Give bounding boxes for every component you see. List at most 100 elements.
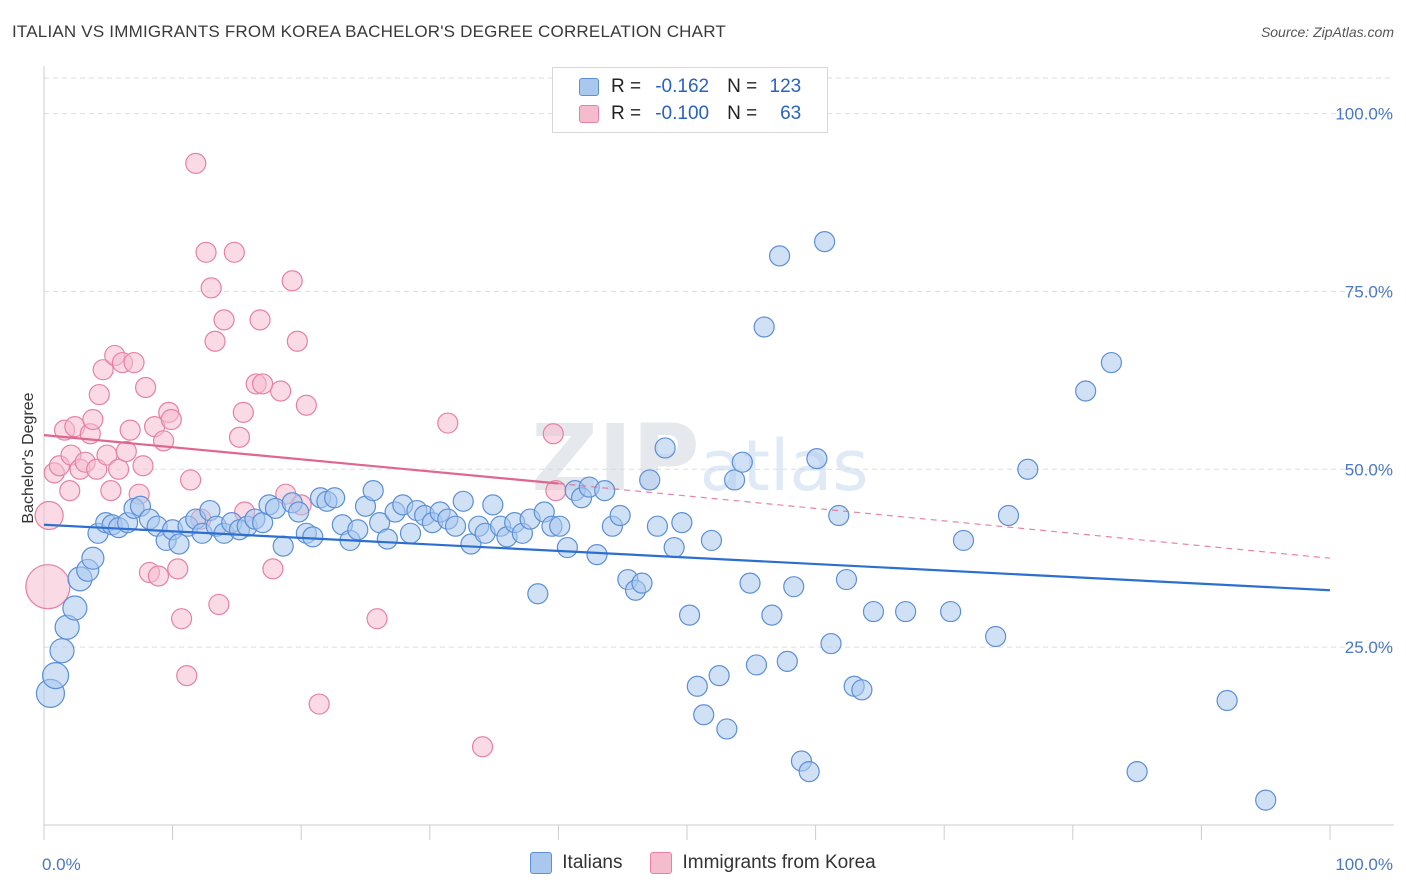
italians-point [556, 536, 579, 559]
korea-point [180, 469, 202, 491]
korea-point [160, 408, 182, 431]
italians-point [347, 519, 369, 541]
chart-title: ITALIAN VS IMMIGRANTS FROM KOREA BACHELO… [12, 22, 726, 41]
italians-point [723, 469, 746, 491]
korea-point [134, 376, 157, 399]
italians-point [693, 704, 715, 726]
korea-point [123, 351, 145, 374]
korea-trend-line [43, 434, 559, 485]
korea-point [208, 593, 230, 616]
korea-point [366, 608, 388, 630]
korea-point [34, 500, 64, 531]
r-value: -0.162 [655, 76, 710, 97]
italians-point [272, 535, 294, 557]
r-value: -0.100 [655, 103, 710, 124]
italians-point [776, 650, 798, 672]
italians-swatch [579, 78, 599, 96]
italians-point [62, 595, 88, 621]
italians-point [806, 448, 828, 470]
korea-point [437, 412, 459, 434]
korea-point [176, 664, 198, 687]
korea-point [88, 383, 110, 406]
italians-point [835, 568, 858, 591]
italians-point [739, 572, 761, 594]
r-label: R = [611, 76, 642, 97]
korea-point [100, 480, 122, 502]
stats-legend: R = -0.162 N = 123 R = -0.100 N = 63 [552, 67, 828, 133]
italians-point [851, 679, 873, 701]
italians-point [586, 544, 608, 566]
korea-point [252, 373, 274, 395]
italians-swatch [530, 852, 553, 874]
korea-point [147, 565, 170, 587]
italians-point [663, 536, 685, 559]
italians-point [708, 664, 730, 687]
y-tick-label: 75.0% [1345, 282, 1393, 301]
korea-point [171, 608, 193, 630]
italians-point [444, 515, 467, 537]
italians-point [376, 528, 398, 550]
korea-point [92, 359, 114, 381]
legend-label-korea: Immigrants from Korea [682, 852, 876, 873]
italians-point [1255, 789, 1277, 811]
korea-point [281, 270, 303, 292]
korea-point [115, 440, 137, 463]
italians-point [895, 600, 917, 623]
italians-point [452, 490, 474, 512]
italians-point [594, 480, 616, 502]
italians-trend-line [43, 523, 1331, 592]
italians-point [731, 451, 753, 473]
korea-point [223, 241, 245, 263]
korea-point [471, 736, 494, 758]
korea-trend-extension [558, 482, 1331, 559]
italians-point [828, 504, 850, 527]
korea-point [270, 380, 292, 402]
legend-item-italians[interactable]: Italians [530, 852, 622, 874]
italians-point [745, 654, 768, 676]
n-value: 63 [780, 103, 802, 124]
korea-swatch [579, 105, 599, 123]
trend-lines [43, 434, 1331, 592]
italians-point [820, 632, 842, 655]
korea-point [228, 426, 251, 448]
italians-point [288, 501, 310, 523]
italians-point [1100, 351, 1122, 374]
italians-point [761, 604, 783, 626]
korea-point [542, 423, 564, 445]
korea-point [167, 558, 189, 580]
korea-point [262, 558, 284, 580]
italians-point [631, 572, 653, 594]
italians-point [482, 494, 504, 516]
italians-point [549, 515, 571, 537]
italians-point [798, 761, 820, 783]
tick-labels: 25.0% 50.0% 75.0% 100.0% 0.0% 100.0% [42, 105, 1393, 874]
n-label: N = [727, 103, 758, 124]
italians-point [639, 469, 661, 491]
n-label: N = [727, 76, 758, 97]
korea-point [132, 455, 154, 477]
italians-point [862, 600, 885, 623]
korea-point [249, 309, 271, 331]
italians-point [753, 316, 775, 338]
legend-item-korea[interactable]: Immigrants from Korea [650, 852, 876, 874]
italians-point [768, 245, 791, 267]
korea-point [204, 330, 226, 352]
korea-point [213, 309, 235, 331]
italians-point [997, 504, 1020, 527]
watermark-atlas: atlas [700, 425, 869, 507]
korea-point [119, 419, 141, 441]
korea-point [82, 408, 104, 431]
italians-point [1216, 689, 1238, 712]
italians-point [952, 529, 975, 552]
italians-point [1017, 458, 1039, 480]
y-tick-label: 100.0% [1335, 105, 1393, 124]
korea-point [286, 330, 308, 352]
x-tick-label: 100.0% [1335, 855, 1393, 874]
italians-point [1126, 761, 1148, 783]
legend-label-italians: Italians [562, 852, 623, 873]
grid-lines [44, 77, 1394, 648]
italians-point [783, 576, 805, 598]
korea-point [59, 480, 81, 502]
italians-point [81, 546, 105, 570]
